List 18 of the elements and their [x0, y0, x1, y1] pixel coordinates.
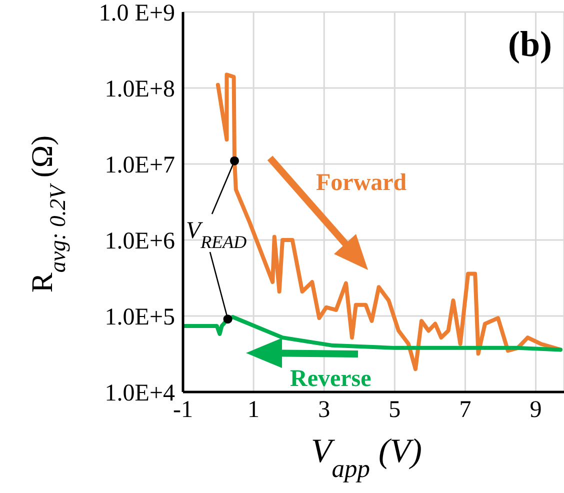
y-tick-label: 1.0E+4 [104, 380, 175, 407]
x-tick-label: 1 [248, 397, 260, 424]
annotation: Reverse [290, 366, 372, 392]
annotation: V$_{READ}$ [186, 218, 247, 252]
x-tick-label: 9 [530, 397, 542, 424]
y-tick-label: 1.0 E+9 [98, 0, 175, 27]
x-axis-title: V$_{app}$ (V) [310, 433, 422, 482]
x-tick-label: 3 [318, 397, 330, 424]
y-tick-label: 1.0E+5 [104, 304, 175, 331]
line-series [183, 314, 562, 352]
x-tick-label: 5 [388, 397, 401, 424]
annotation: (b) [508, 24, 552, 64]
x-tick-label: -1 [173, 397, 193, 424]
y-tick-label: 1.0E+6 [104, 228, 175, 255]
y-tick-label: 1.0E+8 [104, 76, 175, 103]
x-tick-label: 7 [459, 397, 472, 424]
y-tick-label: 1.0E+7 [104, 152, 175, 179]
annotation: Forward [316, 170, 408, 196]
